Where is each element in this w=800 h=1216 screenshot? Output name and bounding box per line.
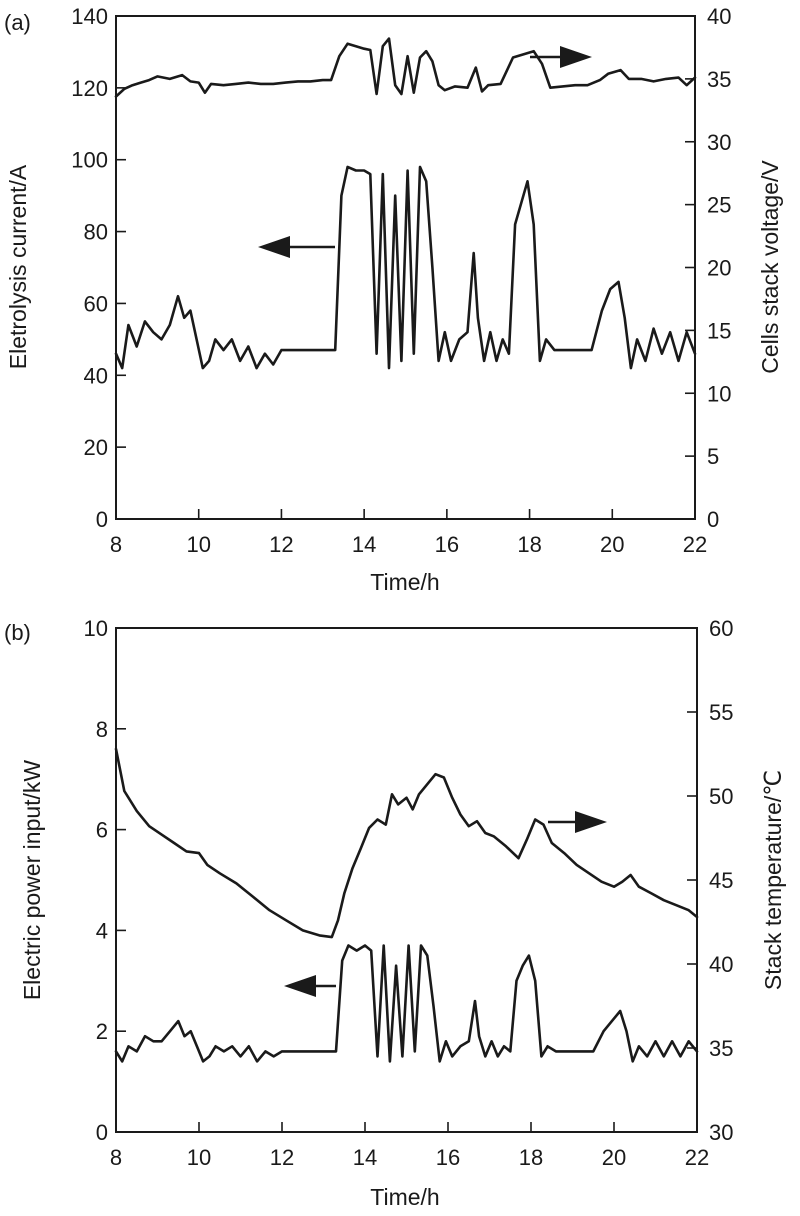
right-y-tick-label: 25 [707, 193, 731, 218]
left-pointing-arrow [258, 236, 335, 258]
left-y-tick-label: 2 [96, 1019, 108, 1044]
x-tick-label: 16 [436, 1145, 460, 1170]
left-y-tick-label: 40 [84, 363, 108, 388]
left-y-tick-label: 60 [84, 291, 108, 316]
x-tick-label: 20 [600, 532, 624, 557]
panel-a-x-axis: 8 10 12 14 16 18 20 22 [110, 509, 707, 557]
x-tick-label: 10 [186, 532, 210, 557]
panel-a-right-y-axis-title: Cells stack voltage/V [757, 160, 783, 374]
right-y-tick-label: 10 [707, 381, 731, 406]
panel-b-left-y-axis: 0 2 4 6 8 10 [84, 616, 126, 1145]
right-y-tick-label: 60 [709, 616, 733, 641]
panel-a-left-y-axis: 0 20 40 60 80 100 120 140 [71, 4, 126, 532]
x-tick-label: 10 [187, 1145, 211, 1170]
right-y-tick-label: 40 [709, 952, 733, 977]
panel-a-left-y-axis-title: Eletrolysis current/A [5, 164, 31, 369]
right-y-tick-label: 0 [707, 507, 719, 532]
left-axis-series-line [114, 165, 697, 370]
x-tick-label: 20 [602, 1145, 626, 1170]
left-y-tick-label: 0 [96, 507, 108, 532]
x-tick-label: 8 [110, 1145, 122, 1170]
panel-b-right-y-axis-title: Stack temperature/℃ [760, 770, 786, 990]
right-y-tick-label: 5 [707, 444, 719, 469]
x-tick-label: 18 [519, 1145, 543, 1170]
left-y-tick-label: 10 [84, 616, 108, 641]
right-y-tick-label: 55 [709, 700, 733, 725]
x-tick-label: 14 [352, 532, 376, 557]
x-tick-label: 16 [435, 532, 459, 557]
right-y-tick-label: 35 [707, 67, 731, 92]
left-y-tick-label: 8 [96, 717, 108, 742]
x-tick-label: 12 [270, 1145, 294, 1170]
left-pointing-arrow [284, 975, 336, 997]
right-pointing-arrow [530, 46, 592, 68]
right-y-tick-label: 40 [707, 4, 731, 29]
x-tick-label: 12 [269, 532, 293, 557]
right-y-tick-label: 35 [709, 1036, 733, 1061]
panel-a-right-y-axis: 0 5 10 15 20 25 30 35 40 [685, 4, 731, 532]
panel-b-axis-arrows [284, 811, 607, 997]
left-y-tick-label: 0 [96, 1120, 108, 1145]
right-axis-series-line [114, 747, 699, 939]
x-tick-label: 22 [685, 1145, 709, 1170]
panel-a-axis-arrows [258, 46, 592, 258]
right-y-tick-label: 20 [707, 256, 731, 281]
right-y-tick-label: 45 [709, 868, 733, 893]
right-y-tick-label: 30 [707, 130, 731, 155]
x-tick-label: 8 [110, 532, 122, 557]
panel-a-x-axis-title: Time/h [370, 569, 439, 595]
x-tick-label: 18 [517, 532, 541, 557]
left-y-tick-label: 4 [96, 918, 108, 943]
left-y-tick-label: 120 [71, 76, 108, 101]
left-axis-series-line [114, 944, 699, 1063]
panel-b-series-group [114, 747, 699, 1063]
panel-b-chart: (b) 8 10 12 14 16 18 20 22 0 2 4 6 8 10 30 35 40 45 50 55… [4, 616, 786, 1210]
left-y-tick-label: 140 [71, 4, 108, 29]
right-axis-series-line [114, 37, 697, 98]
panel-b-label: (b) [4, 620, 31, 645]
left-y-tick-label: 6 [96, 818, 108, 843]
right-y-tick-label: 50 [709, 784, 733, 809]
left-y-tick-label: 100 [71, 148, 108, 173]
panel-b-plot-frame [115, 627, 698, 1133]
panel-b-x-axis-title: Time/h [370, 1184, 439, 1210]
panel-a-label: (a) [4, 10, 31, 35]
panel-b-right-y-axis: 30 35 40 45 50 55 60 [687, 616, 733, 1145]
panel-a-series-group [114, 37, 697, 370]
panel-b-x-axis: 8 10 12 14 16 18 20 22 [110, 1122, 709, 1170]
right-y-tick-label: 30 [709, 1120, 733, 1145]
right-pointing-arrow [548, 811, 607, 833]
x-tick-label: 22 [683, 532, 707, 557]
x-tick-label: 14 [353, 1145, 377, 1170]
right-y-tick-label: 15 [707, 318, 731, 343]
panel-b-left-y-axis-title: Electric power input/kW [19, 760, 45, 1001]
left-y-tick-label: 20 [84, 435, 108, 460]
left-y-tick-label: 80 [84, 220, 108, 245]
